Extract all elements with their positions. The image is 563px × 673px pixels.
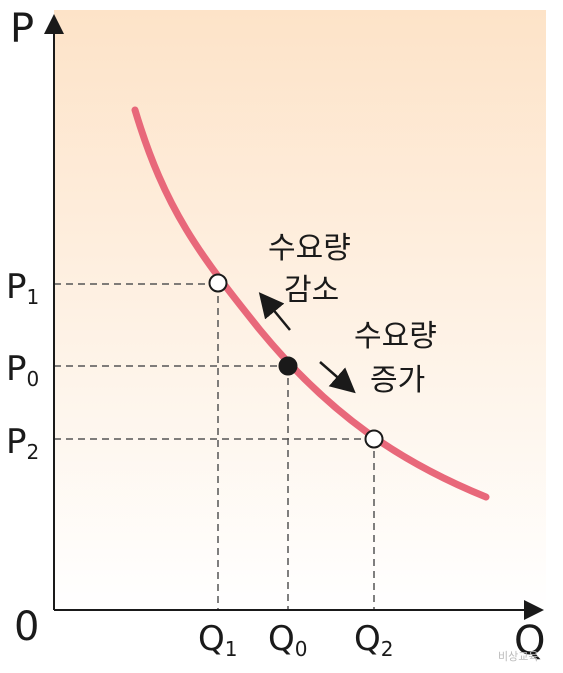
x-axis-label: Q: [514, 618, 545, 664]
demand-curve: [131, 106, 490, 501]
annotation-increase-line1: 수요량: [354, 319, 437, 354]
tick-p1-sub: 1: [27, 285, 40, 309]
arrow-decrease: [258, 292, 291, 331]
plot-background: [54, 10, 546, 610]
tick-q1-main: Q: [198, 619, 225, 659]
tick-p2-main: P: [6, 422, 27, 462]
tick-q1: Q1: [198, 619, 238, 661]
tick-p0-main: P: [6, 349, 27, 389]
tick-p1-main: P: [6, 267, 27, 307]
annotation-decrease-line2: 감소: [284, 273, 339, 308]
tick-p0: P0: [6, 349, 39, 391]
guide-lines: [54, 283, 375, 610]
point-q2-p2: [364, 429, 384, 449]
y-axis-label: P: [10, 6, 34, 52]
tick-q2: Q2: [354, 619, 394, 661]
point-q1-p1: [208, 273, 228, 293]
arrow-increase: [319, 361, 356, 394]
point-q0-p0: [278, 356, 298, 376]
annotation-increase-line2: 증가: [370, 363, 425, 398]
tick-q0: Q0: [268, 619, 308, 661]
annotation-decrease-line1: 수요량: [268, 231, 351, 266]
tick-q0-sub: 0: [295, 637, 308, 661]
tick-q2-sub: 2: [381, 637, 394, 661]
tick-p1: P1: [6, 267, 39, 309]
origin-label: 0: [14, 604, 39, 650]
tick-q0-main: Q: [268, 619, 295, 659]
tick-p2-sub: 2: [27, 440, 40, 464]
tick-q2-main: Q: [354, 619, 381, 659]
tick-q1-sub: 1: [225, 637, 238, 661]
tick-p0-sub: 0: [27, 367, 40, 391]
tick-p2: P2: [6, 422, 39, 464]
watermark: 비상교육: [498, 650, 538, 663]
